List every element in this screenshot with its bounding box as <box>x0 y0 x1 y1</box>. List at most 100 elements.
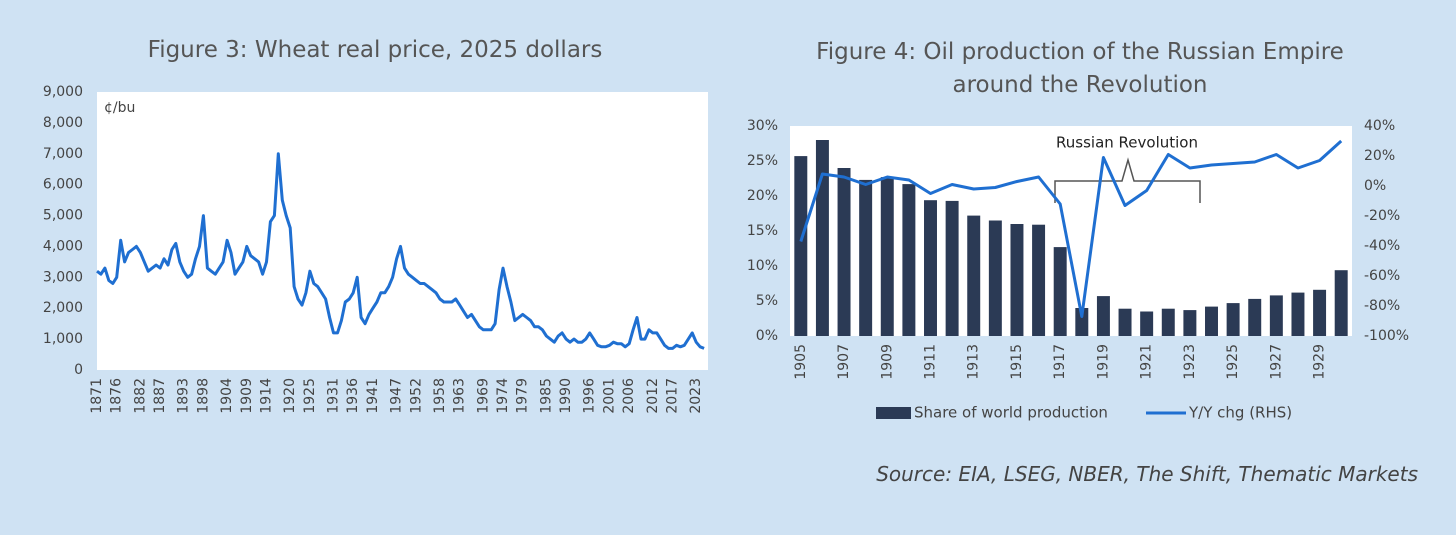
bar <box>1183 310 1197 336</box>
y-tick-label: 20% <box>1364 148 1395 164</box>
bar <box>1161 308 1175 336</box>
bar <box>967 215 981 336</box>
y-tick-label: 30% <box>747 118 778 134</box>
x-tick-label: 1990 <box>558 378 574 414</box>
bar <box>859 179 873 336</box>
x-tick-label: 1958 <box>432 378 448 414</box>
bar <box>1269 295 1283 336</box>
x-tick-label: 1931 <box>326 378 342 414</box>
x-tick-label: 1919 <box>1095 344 1111 380</box>
x-tick-label: 1923 <box>1182 344 1198 380</box>
y-tick-label: 20% <box>747 188 778 204</box>
y-tick-label: 6,000 <box>43 177 83 193</box>
x-tick-label: 1882 <box>132 378 148 414</box>
x-tick-label: 1913 <box>966 344 982 380</box>
legend-swatch <box>876 407 911 419</box>
y-tick-label: 0 <box>74 362 83 378</box>
x-tick-label: 1969 <box>475 378 491 414</box>
x-tick-label: 1909 <box>879 344 895 380</box>
bar <box>1248 298 1262 336</box>
y-tick-label: 15% <box>747 223 778 239</box>
yoy-line <box>799 139 1343 318</box>
y-tick-label: 1,000 <box>43 331 83 347</box>
x-tick-label: 2001 <box>601 378 617 414</box>
bar <box>1075 308 1089 336</box>
y-tick-label: 25% <box>747 153 778 169</box>
x-tick-label: 1941 <box>365 378 381 414</box>
y-tick-label: 7,000 <box>43 146 83 162</box>
x-tick-label: 1898 <box>195 378 211 414</box>
bar <box>1205 306 1218 336</box>
y-tick-label: 5,000 <box>43 208 83 224</box>
y-tick-label: 0% <box>756 328 778 344</box>
y-tick-label: 9,000 <box>43 84 83 100</box>
annotation: Russian Revolution <box>1056 134 1198 152</box>
plot-area <box>97 92 708 370</box>
x-tick-label: 2006 <box>621 378 637 414</box>
x-tick-label: 1929 <box>1312 344 1328 380</box>
y-tick-label: 10% <box>747 258 778 274</box>
legend-label: Y/Y chg (RHS) <box>1188 404 1292 422</box>
bar <box>1032 224 1046 336</box>
x-tick-label: 2023 <box>688 378 704 414</box>
x-tick-label: 1920 <box>282 378 298 414</box>
bar <box>1291 292 1305 336</box>
x-tick-label: 2012 <box>645 378 661 414</box>
legend-label: Share of world production <box>914 404 1108 422</box>
x-tick-label: 1871 <box>89 378 105 414</box>
x-tick-label: 1915 <box>1009 344 1025 380</box>
x-tick-label: 1985 <box>538 378 554 414</box>
bar <box>880 177 894 336</box>
bar <box>924 200 937 336</box>
bar <box>1313 289 1327 336</box>
x-tick-label: 1936 <box>345 378 361 414</box>
bar <box>815 140 829 336</box>
y-tick-label: 8,000 <box>43 115 83 131</box>
x-tick-label: 1925 <box>302 378 318 414</box>
source: Source: EIA, LSEG, NBER, The Shift, Them… <box>876 462 1418 486</box>
x-tick-label: 1974 <box>495 378 511 414</box>
y-tick-label: -40% <box>1364 238 1400 254</box>
y-tick-label: -60% <box>1364 268 1400 284</box>
x-tick-label: 1925 <box>1225 344 1241 380</box>
price-line <box>96 152 705 350</box>
bar <box>945 200 959 336</box>
x-tick-label: 1947 <box>389 378 405 414</box>
x-tick-label: 1907 <box>836 344 852 380</box>
y-tick-label: 5% <box>756 293 778 309</box>
chart-title: Figure 4: Oil production of the Russian … <box>816 39 1344 98</box>
x-tick-label: 1876 <box>109 378 125 414</box>
bar <box>1096 296 1110 336</box>
x-tick-label: 1952 <box>408 378 424 414</box>
x-tick-label: 1921 <box>1139 344 1155 380</box>
x-tick-label: 1996 <box>582 378 598 414</box>
unit-label: ¢/bu <box>104 100 135 116</box>
y-tick-label: 3,000 <box>43 269 83 285</box>
bar <box>1334 270 1348 336</box>
y-tick-label: 2,000 <box>43 300 83 316</box>
x-tick-label: 1887 <box>152 378 168 414</box>
x-tick-label: 1914 <box>259 378 275 414</box>
y-tick-label: -80% <box>1364 298 1400 314</box>
x-tick-label: 1911 <box>923 344 939 380</box>
bar <box>1226 303 1240 336</box>
bar <box>1118 308 1132 336</box>
bar <box>902 184 916 336</box>
x-tick-label: 1893 <box>176 378 192 414</box>
bar <box>837 168 851 336</box>
bar <box>1053 247 1067 336</box>
y-tick-label: -20% <box>1364 208 1400 224</box>
bar <box>794 156 808 336</box>
x-tick-label: 1963 <box>452 378 468 414</box>
y-tick-label: 0% <box>1364 178 1386 194</box>
x-tick-label: 1905 <box>793 344 809 380</box>
x-tick-label: 1979 <box>515 378 531 414</box>
x-tick-label: 1927 <box>1268 344 1284 380</box>
y-tick-label: -100% <box>1364 328 1409 344</box>
y-tick-label: 40% <box>1364 118 1395 134</box>
bar <box>1010 224 1024 336</box>
x-tick-label: 2017 <box>665 378 681 414</box>
y-tick-label: 4,000 <box>43 238 83 254</box>
